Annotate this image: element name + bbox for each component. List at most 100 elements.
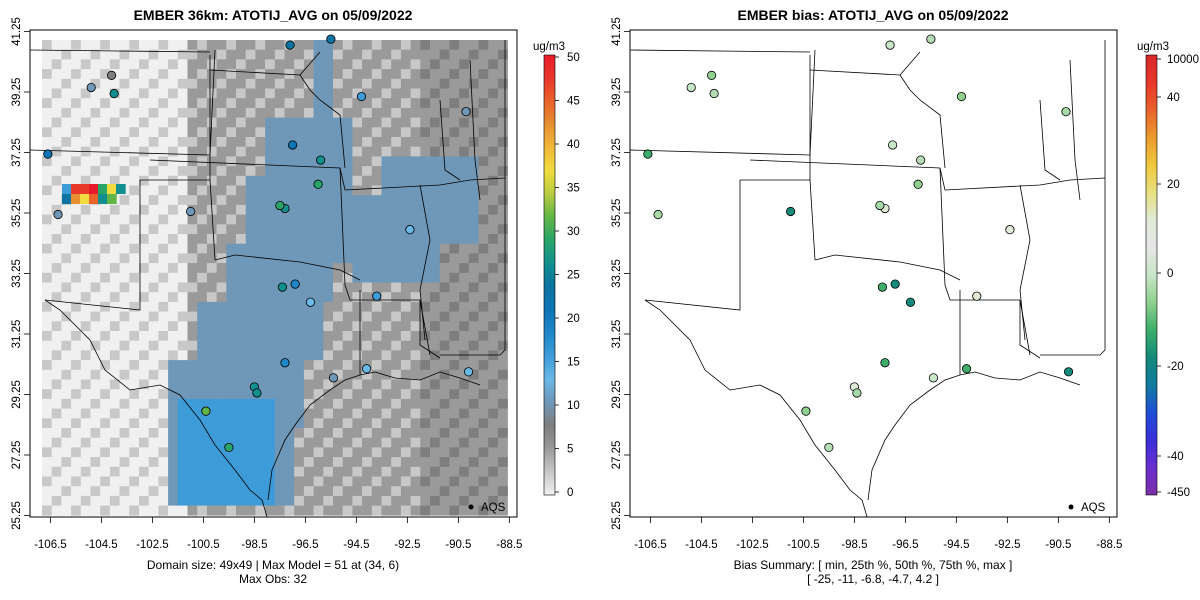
heatmap-cell	[255, 234, 266, 244]
heatmap-cell	[90, 466, 101, 477]
heatmap-cell	[303, 204, 314, 215]
heatmap-cell	[109, 321, 120, 332]
heatmap-cell	[245, 127, 256, 138]
heatmap-cell	[255, 360, 266, 371]
heatmap-cell	[158, 127, 169, 138]
heatmap-cell	[391, 282, 402, 293]
heatmap-cell	[51, 311, 62, 322]
heatmap-cell	[100, 340, 111, 351]
heatmap-cell	[284, 389, 295, 400]
heatmap-cell	[139, 282, 149, 293]
heatmap-cell	[274, 117, 285, 128]
heatmap-cell	[216, 137, 227, 147]
heatmap-cell	[303, 137, 314, 147]
heatmap-cell	[371, 69, 382, 80]
heatmap-cell	[342, 340, 353, 351]
heatmap-cell	[168, 224, 179, 235]
heatmap-cell	[206, 88, 217, 99]
heatmap-cell	[488, 340, 499, 351]
right-legend-label: AQS	[1081, 502, 1106, 514]
heatmap-cell	[391, 263, 402, 274]
heatmap-cell	[255, 321, 266, 332]
heatmap-cell	[439, 466, 450, 477]
heatmap-cell	[61, 321, 72, 332]
heatmap-cell	[381, 214, 392, 225]
heatmap-cell	[352, 340, 363, 351]
heatmap-cell	[439, 369, 450, 380]
heatmap-cell	[313, 311, 324, 322]
heatmap-cell	[100, 224, 111, 235]
heatmap-cell	[80, 476, 91, 487]
heatmap-cell	[119, 437, 130, 448]
heatmap-cell	[119, 466, 130, 477]
x-tick-label: -106.5	[34, 539, 67, 551]
heatmap-cell	[187, 398, 198, 409]
heatmap-cell	[226, 350, 237, 361]
heatmap-cell	[430, 360, 440, 371]
right-footer-line2: [ -25, -11, -6.8, -4.7, 4.2 ]	[807, 572, 939, 586]
heatmap-cell	[236, 408, 246, 419]
heatmap-cell	[371, 418, 382, 429]
heatmap-cell	[313, 253, 324, 264]
heatmap-cell	[80, 505, 91, 516]
heatmap-cell	[80, 78, 91, 89]
heatmap-cell	[400, 272, 411, 283]
heatmap-cell	[109, 428, 120, 438]
heatmap-cell	[255, 98, 266, 109]
heatmap-cell	[459, 321, 470, 332]
heatmap-cell	[216, 369, 227, 380]
x-tick-label: -88.5	[1096, 539, 1122, 551]
heatmap-cell	[488, 166, 499, 177]
heatmap-cell	[42, 495, 52, 506]
heatmap-cell	[236, 204, 246, 215]
heatmap-cell	[90, 418, 101, 429]
heatmap-cell	[51, 263, 62, 274]
heatmap-cell	[303, 486, 314, 497]
right-colorbar-unit: ug/m3	[1137, 41, 1169, 53]
heatmap-cell	[497, 59, 508, 70]
heatmap-cell	[100, 486, 111, 497]
state-boundary-line	[44, 299, 268, 517]
heatmap-cell	[61, 272, 72, 283]
heatmap-cell	[313, 505, 324, 516]
heatmap-cell	[420, 495, 431, 506]
heatmap-cell	[362, 292, 373, 303]
heatmap-cell	[497, 137, 508, 147]
heatmap-cell	[468, 166, 479, 177]
heatmap-cell	[226, 69, 237, 80]
heatmap-cell	[119, 146, 130, 157]
heatmap-cell	[139, 495, 149, 506]
heatmap-cell	[303, 156, 314, 167]
heatmap-cell	[129, 495, 140, 506]
heatmap-cell	[420, 40, 431, 50]
heatmap-cell	[265, 59, 276, 70]
heatmap-cell	[342, 408, 353, 419]
heatmap-cell	[80, 486, 91, 497]
heatmap-cell	[80, 98, 91, 109]
state-boundary-line	[339, 167, 420, 301]
heatmap-cell	[430, 195, 440, 206]
heatmap-cell	[42, 282, 52, 293]
heatmap-cell	[61, 166, 72, 177]
heatmap-cell	[303, 311, 314, 322]
heatmap-cell	[255, 311, 266, 322]
heatmap-cell	[197, 49, 208, 60]
heatmap-cell	[129, 253, 140, 264]
heatmap-cell	[294, 214, 305, 225]
heatmap-cell	[236, 253, 246, 264]
heatmap-cell	[51, 166, 62, 177]
heatmap-cell	[400, 175, 411, 186]
heatmap-cell	[468, 457, 479, 468]
heatmap-cell	[381, 49, 392, 60]
heatmap-cell	[391, 49, 402, 60]
observation-dot	[405, 225, 415, 235]
heatmap-cell	[187, 78, 198, 89]
heatmap-cell	[80, 107, 91, 118]
heatmap-cell	[139, 137, 149, 147]
heatmap-cell	[71, 69, 82, 80]
heatmap-cell	[313, 466, 324, 477]
heatmap-cell	[420, 350, 431, 361]
heatmap-cell	[139, 340, 149, 351]
heatmap-cell	[342, 137, 353, 147]
heatmap-cell	[139, 311, 149, 322]
